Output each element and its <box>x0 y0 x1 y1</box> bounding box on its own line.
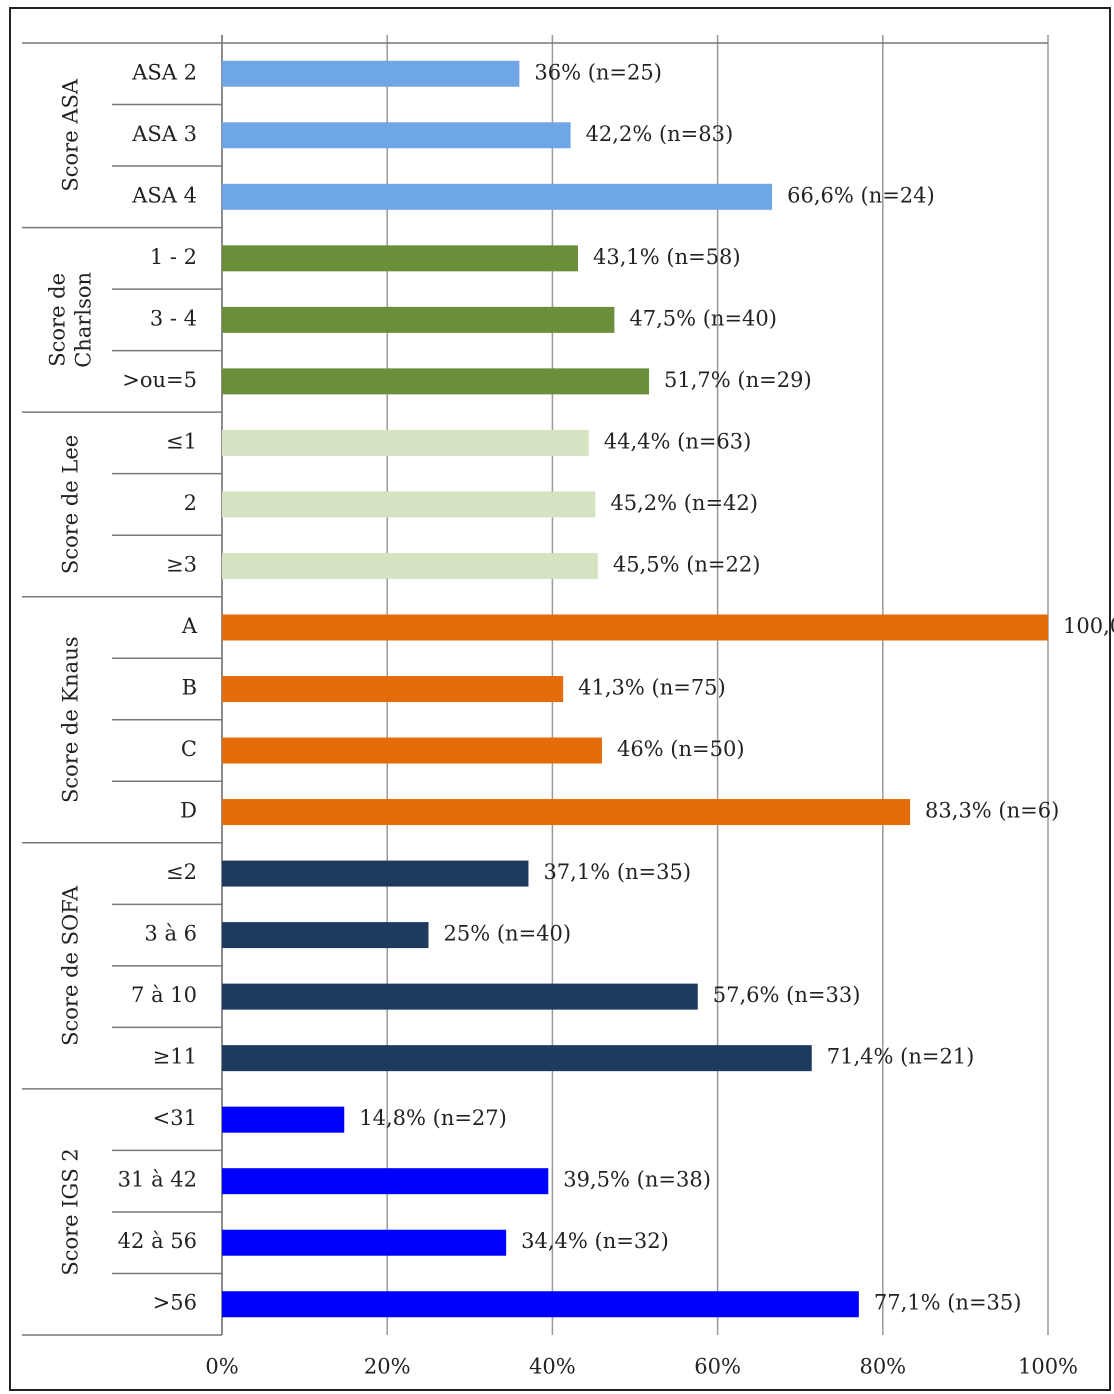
y-tick-label: >ou=5 <box>122 368 197 392</box>
y-tick-label: C <box>181 737 197 761</box>
bar <box>222 368 650 395</box>
bar <box>222 1291 859 1318</box>
data-label: 71,4% (n=21) <box>827 1045 975 1069</box>
data-label: 45,5% (n=22) <box>613 552 761 576</box>
group-label: Charlson <box>72 272 96 368</box>
x-tick-label: 100% <box>1018 1355 1078 1379</box>
data-label: 42,2% (n=83) <box>586 122 734 146</box>
x-tick-label: 60% <box>694 1355 741 1379</box>
group-label: Score de <box>46 273 70 367</box>
y-tick-label: ≤2 <box>166 860 197 884</box>
x-tick-label: 40% <box>529 1355 576 1379</box>
group-label: Score IGS 2 <box>59 1148 83 1275</box>
y-tick-label: ASA 2 <box>131 60 197 84</box>
bar <box>222 1045 812 1072</box>
group-label: Score de Lee <box>59 435 83 574</box>
y-tick-label: ≥3 <box>166 552 197 576</box>
data-label: 83,3% (n=6) <box>925 799 1059 823</box>
data-label: 34,4% (n=32) <box>521 1229 669 1253</box>
group-label: Score de SOFA <box>59 885 83 1046</box>
data-label: 45,2% (n=42) <box>610 491 758 515</box>
y-tick-label: D <box>180 799 197 823</box>
bar <box>222 1168 549 1195</box>
group-label: Score ASA <box>59 78 83 191</box>
bar <box>222 1229 507 1256</box>
y-tick-label: 31 à 42 <box>118 1168 197 1192</box>
bar <box>222 552 598 579</box>
data-label: 39,5% (n=38) <box>563 1168 711 1192</box>
bar <box>222 799 911 826</box>
bar <box>222 429 589 456</box>
bar <box>222 491 596 518</box>
y-tick-label: 3 à 6 <box>144 922 197 946</box>
bar <box>222 922 429 949</box>
data-label: 14,8% (n=27) <box>359 1106 507 1130</box>
y-tick-label: ≥11 <box>153 1045 197 1069</box>
bar <box>222 245 579 272</box>
data-label: 44,4% (n=63) <box>604 429 752 453</box>
y-tick-label: 7 à 10 <box>131 983 197 1007</box>
data-label: 100,0% (n=1) <box>1063 614 1114 638</box>
bar <box>222 983 698 1010</box>
data-label: 46% (n=50) <box>617 737 745 761</box>
y-tick-label: ASA 3 <box>131 122 197 146</box>
data-label: 57,6% (n=33) <box>713 983 861 1007</box>
x-tick-label: 80% <box>859 1355 906 1379</box>
x-tick-label: 20% <box>364 1355 411 1379</box>
y-tick-label: ≤1 <box>166 429 197 453</box>
data-label: 77,1% (n=35) <box>874 1291 1022 1315</box>
y-tick-label: 1 - 2 <box>150 245 197 269</box>
y-tick-label: B <box>182 676 197 700</box>
bar <box>222 183 773 210</box>
data-label: 25% (n=40) <box>444 922 572 946</box>
bar <box>222 1106 345 1133</box>
data-label: 41,3% (n=75) <box>578 676 726 700</box>
y-tick-label: A <box>181 614 198 638</box>
y-tick-label: 2 <box>184 491 197 515</box>
x-tick-label: 0% <box>205 1355 238 1379</box>
bar <box>222 60 520 87</box>
bar <box>222 122 571 149</box>
y-tick-label: 3 - 4 <box>150 306 197 330</box>
y-tick-label: 42 à 56 <box>118 1229 197 1253</box>
bar <box>222 614 1048 641</box>
y-tick-label: <31 <box>153 1106 197 1130</box>
data-label: 51,7% (n=29) <box>664 368 812 392</box>
data-label: 66,6% (n=24) <box>787 183 935 207</box>
y-tick-label: >56 <box>153 1291 197 1315</box>
group-label: Score de Knaus <box>59 637 83 804</box>
data-label: 43,1% (n=58) <box>593 245 741 269</box>
y-tick-label: ASA 4 <box>131 183 197 207</box>
bar <box>222 737 602 764</box>
data-label: 36% (n=25) <box>534 60 662 84</box>
bar <box>222 860 529 887</box>
data-label: 47,5% (n=40) <box>629 306 777 330</box>
bar <box>222 676 564 702</box>
bar <box>222 306 615 333</box>
data-label: 37,1% (n=35) <box>543 860 691 884</box>
